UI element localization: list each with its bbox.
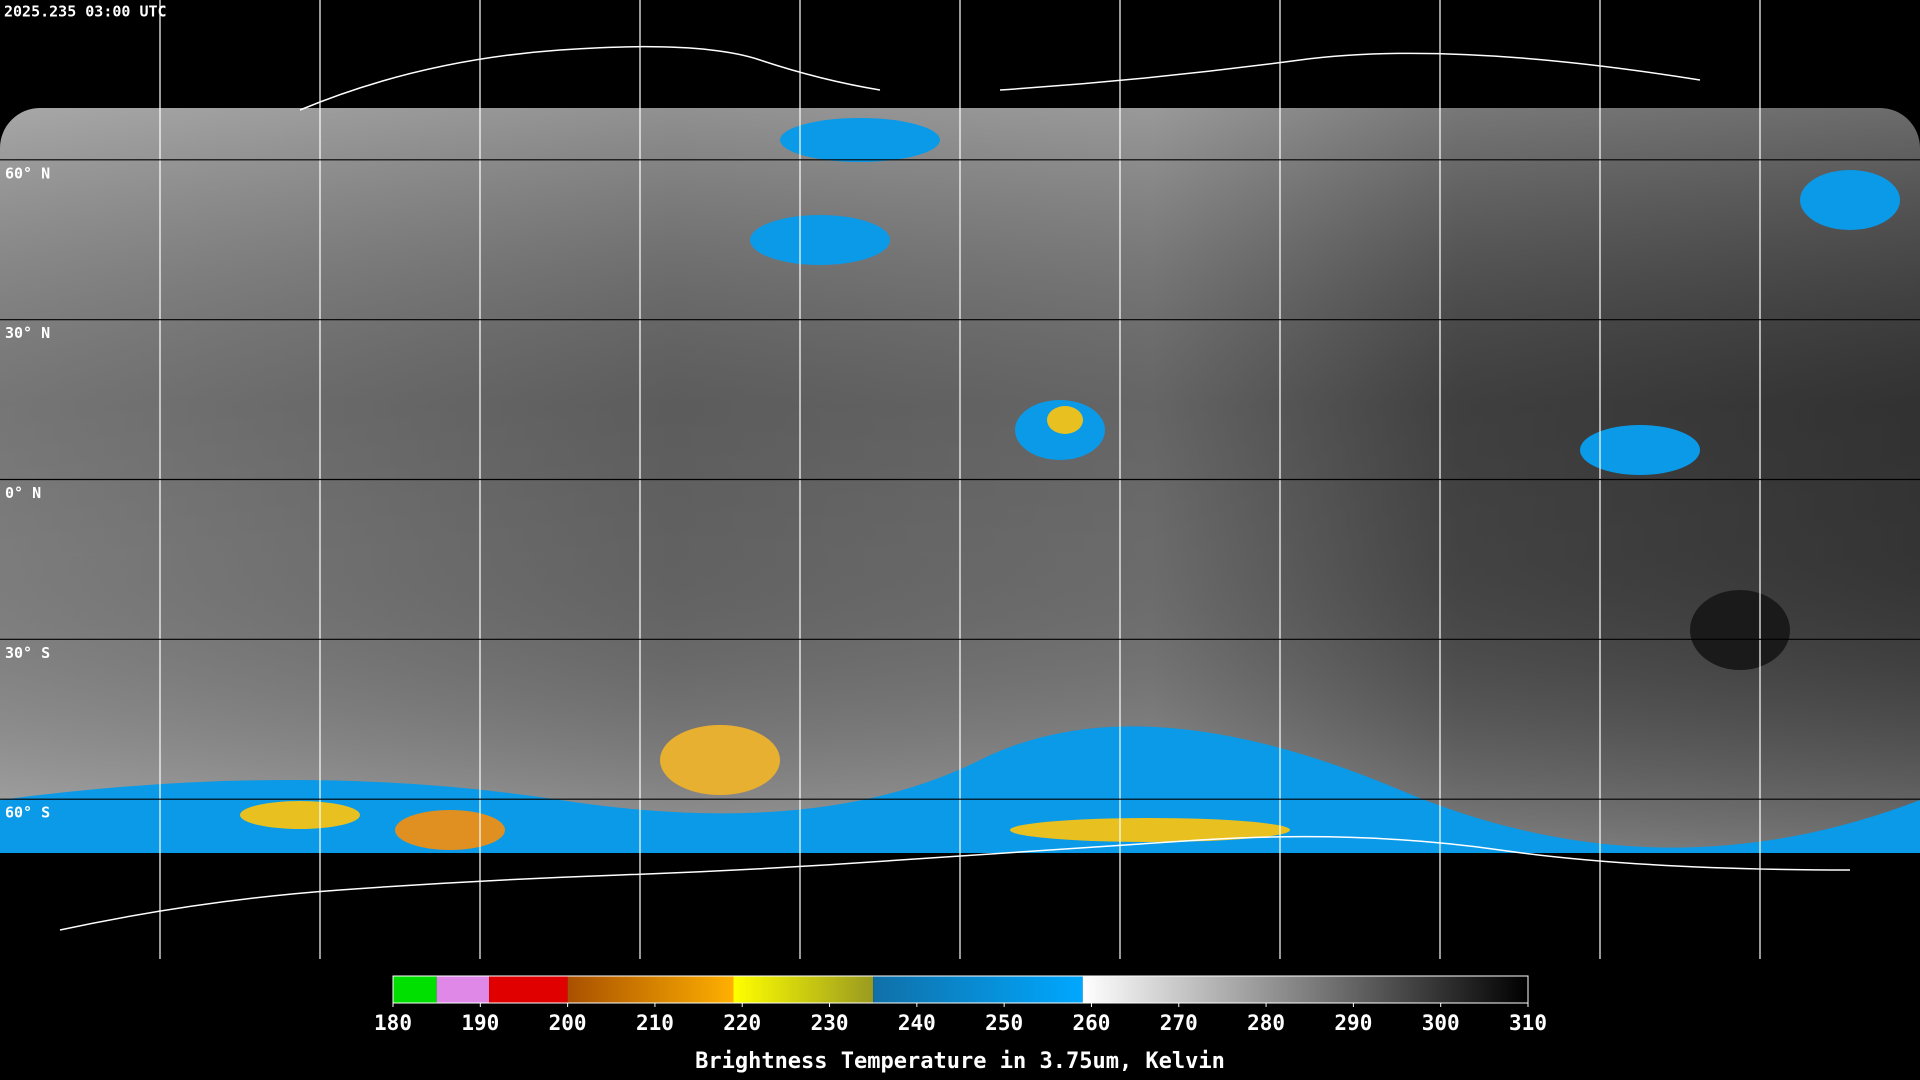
latitude-label: 30° N: [5, 324, 50, 342]
coastlines: [59, 45, 1851, 931]
cold-cloud: [1010, 818, 1290, 842]
coastline: [999, 52, 1701, 91]
colorbar-segment: [873, 976, 1083, 1003]
colorbar-tick-label: 260: [1072, 1011, 1110, 1035]
colorbar-title: Brightness Temperature in 3.75um, Kelvin: [695, 1049, 1225, 1074]
colorbar-tick-label: 180: [374, 1011, 412, 1035]
colorbar-tick-label: 190: [461, 1011, 499, 1035]
latitude-label: 60° S: [5, 804, 50, 822]
coastline: [299, 45, 881, 111]
colorbar-tick-label: 310: [1509, 1011, 1547, 1035]
cold-cloud: [660, 725, 780, 795]
colorbar: 180 190 200 210 220 230 240 250 260 270 280 290 300 3…: [374, 975, 1547, 1035]
latitude-label: 30° S: [5, 644, 50, 662]
colorbar-segment: [733, 976, 874, 1003]
colorbar-tick-label: 270: [1160, 1011, 1198, 1035]
colorbar-segment: [1082, 976, 1528, 1003]
colorbar-tick-label: 250: [985, 1011, 1023, 1035]
colorbar-tick-label: 210: [636, 1011, 674, 1035]
dark-land: [1690, 590, 1790, 670]
cold-cloud: [1580, 425, 1700, 475]
colorbar-tick-label: 240: [898, 1011, 936, 1035]
graticule: [159, 0, 1761, 959]
cold-cloud: [240, 801, 360, 829]
colorbar-segment: [567, 976, 734, 1003]
colorbar-tick-label: 290: [1334, 1011, 1372, 1035]
colorbar-tick-label: 220: [723, 1011, 761, 1035]
colorbar-frame: [392, 975, 1529, 1004]
cold-cloud: [780, 118, 940, 162]
latitude-label: 60° N: [5, 164, 50, 182]
colorbar-tick-label: 230: [811, 1011, 849, 1035]
timestamp: 2025.235 03:00 UTC: [4, 3, 167, 21]
colorbar-segment: [489, 976, 568, 1003]
cold-cloud: [395, 810, 505, 850]
latitude-labels: 60° N 30° N 0° N 30° S 60° S: [5, 164, 50, 821]
colorbar-tick-label: 280: [1247, 1011, 1285, 1035]
coastline: [59, 835, 1851, 931]
colorbar-segment: [436, 976, 490, 1003]
latitude-label: 0° N: [5, 484, 41, 502]
cold-cloud: [1047, 406, 1083, 434]
colorbar-tick-label: 200: [549, 1011, 587, 1035]
colorbar-segment: [393, 976, 437, 1003]
cold-cloud: [750, 215, 890, 265]
cold-cloud: [1800, 170, 1900, 230]
colorbar-tick-label: 300: [1422, 1011, 1460, 1035]
